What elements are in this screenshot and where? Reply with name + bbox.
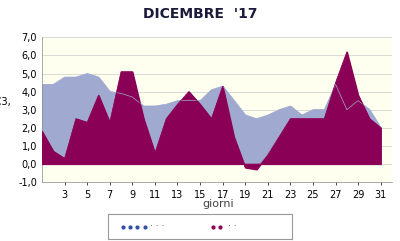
Text: °C3,: °C3, bbox=[0, 97, 10, 107]
Text: giorni: giorni bbox=[202, 199, 234, 209]
Text: · ·: · · bbox=[228, 222, 236, 231]
Text: · · ·: · · · bbox=[150, 222, 165, 231]
Text: DICEMBRE  '17: DICEMBRE '17 bbox=[143, 7, 257, 21]
